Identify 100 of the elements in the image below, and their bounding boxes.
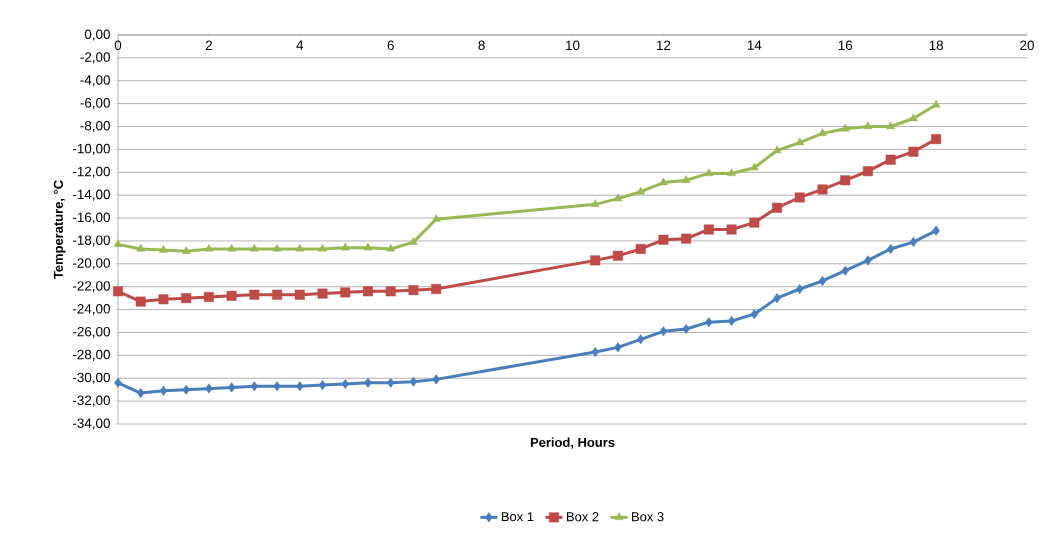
- point: [340, 242, 350, 251]
- point: [818, 128, 827, 136]
- point: [931, 99, 941, 108]
- y-tick-label: -24,00: [72, 304, 110, 316]
- point: [385, 286, 396, 297]
- point: [726, 224, 737, 235]
- point: [135, 296, 146, 307]
- point: [272, 289, 283, 300]
- point: [318, 243, 327, 252]
- x-tick-label: 16: [838, 40, 853, 51]
- legend-label: Box 2: [567, 512, 599, 522]
- point: [749, 162, 759, 171]
- point: [909, 237, 918, 248]
- point: [682, 324, 690, 335]
- point: [614, 342, 622, 353]
- point: [113, 286, 123, 297]
- point: [659, 326, 668, 337]
- point: [908, 146, 919, 157]
- point: [431, 284, 442, 294]
- point: [636, 334, 645, 345]
- point: [114, 377, 122, 388]
- point: [658, 234, 669, 245]
- point: [227, 382, 236, 393]
- point: [659, 177, 668, 186]
- y-tick-label: -34,00: [72, 418, 110, 430]
- point: [386, 377, 395, 388]
- point: [727, 316, 736, 327]
- point: [749, 217, 760, 228]
- point: [250, 381, 259, 392]
- point: [204, 243, 214, 252]
- point: [182, 384, 190, 395]
- point: [681, 175, 691, 183]
- point: [840, 175, 851, 186]
- point: [590, 255, 601, 266]
- point: [818, 276, 827, 286]
- x-tick-label: 12: [656, 40, 671, 50]
- y-axis-title: Temperature, °C: [53, 180, 66, 279]
- point: [931, 134, 942, 145]
- y-tick-label: -14,00: [72, 189, 110, 201]
- point: [227, 243, 236, 252]
- point: [249, 289, 260, 300]
- y-tick-label: -32,00: [72, 395, 110, 407]
- point: [750, 309, 759, 320]
- point: [886, 121, 895, 130]
- point: [909, 113, 918, 122]
- point: [885, 154, 896, 165]
- point: [886, 243, 895, 254]
- point: [932, 225, 940, 236]
- point: [295, 243, 305, 252]
- y-tick-label: -22,00: [72, 281, 110, 293]
- point: [703, 224, 714, 235]
- point: [862, 166, 873, 177]
- point: [795, 137, 805, 146]
- point: [590, 199, 600, 207]
- x-tick-label: 4: [296, 40, 304, 50]
- point: [181, 246, 191, 254]
- point: [294, 289, 305, 300]
- point: [840, 123, 850, 132]
- point: [773, 293, 781, 304]
- y-tick-label: -16,00: [72, 212, 110, 224]
- y-tick-label: 0,00: [84, 29, 110, 41]
- point: [864, 255, 872, 266]
- point: [681, 233, 692, 244]
- point: [613, 193, 623, 202]
- y-tick-label: -30,00: [72, 372, 110, 384]
- point: [158, 294, 169, 305]
- point: [136, 388, 145, 399]
- point: [317, 288, 328, 299]
- point: [705, 317, 713, 328]
- x-tick-label: 6: [387, 40, 394, 51]
- point: [636, 186, 646, 195]
- x-axis-title: Period, Hours: [530, 437, 615, 449]
- point: [226, 290, 237, 301]
- point: [159, 385, 168, 396]
- point: [635, 243, 646, 254]
- point: [772, 202, 783, 213]
- y-tick-label: -10,00: [72, 143, 110, 155]
- point: [159, 245, 168, 253]
- point: [250, 243, 259, 252]
- point: [113, 239, 123, 247]
- point: [432, 374, 440, 385]
- point: [795, 284, 804, 294]
- point: [296, 381, 304, 392]
- point: [273, 381, 281, 392]
- x-tick-label: 14: [747, 40, 762, 50]
- x-tick-label: 10: [566, 40, 580, 51]
- point: [704, 168, 714, 177]
- point: [363, 242, 373, 251]
- point: [591, 346, 600, 357]
- point: [431, 214, 441, 222]
- point: [409, 376, 418, 387]
- point: [318, 380, 327, 391]
- legend-label: Box 3: [632, 512, 664, 522]
- point: [341, 378, 350, 389]
- x-tick-label: 2: [205, 40, 212, 50]
- x-tick-label: 8: [478, 40, 485, 51]
- point: [386, 243, 396, 252]
- point: [363, 286, 373, 297]
- y-tick-label: -6,00: [80, 98, 110, 110]
- point: [841, 265, 849, 276]
